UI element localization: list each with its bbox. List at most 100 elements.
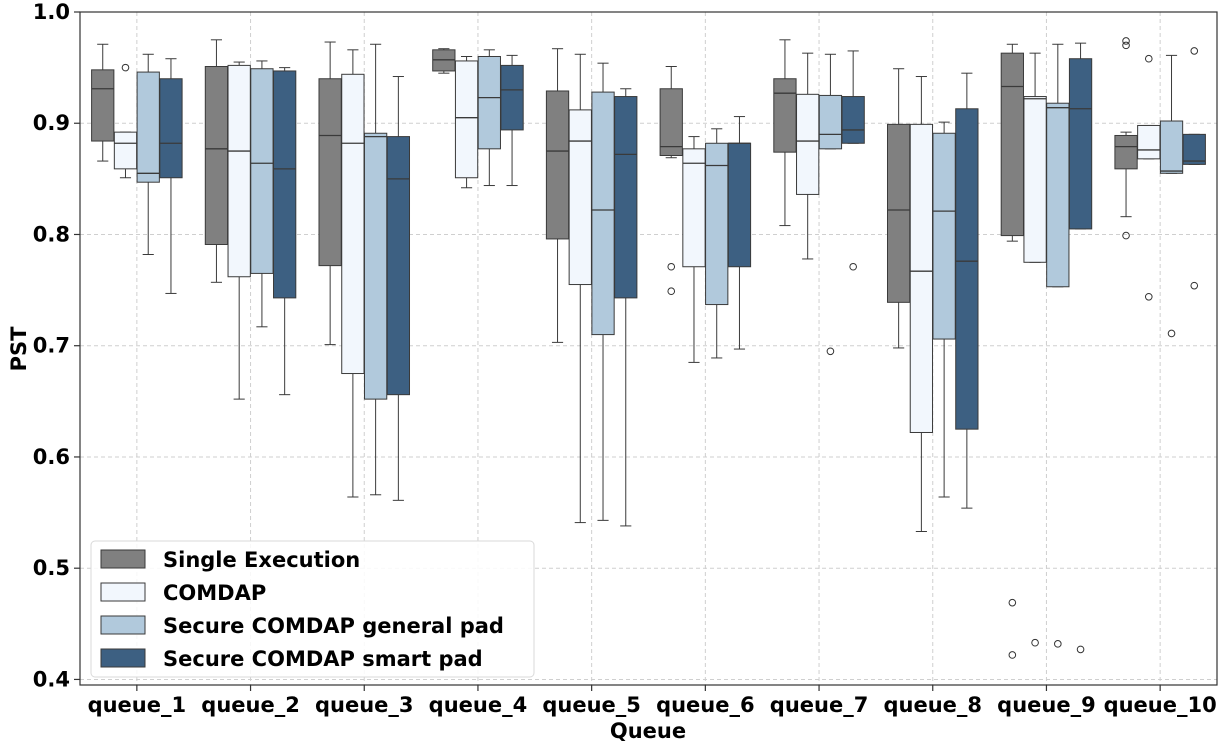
box-plot-item: [204, 39, 229, 283]
y-tick-label: 0.4: [33, 667, 70, 691]
plot-frame: [79, 11, 1218, 686]
outlier-point: [667, 287, 676, 296]
x-tick-label: queue_3: [315, 693, 414, 717]
box-plot-item: [477, 49, 501, 187]
box-plot-item: [614, 88, 638, 527]
iqr-box: [500, 64, 524, 131]
box-plot-item: [955, 72, 979, 509]
x-tick-label: queue_4: [429, 693, 528, 717]
iqr-box: [1182, 133, 1206, 165]
box-plot-item: [727, 116, 752, 350]
x-tick-label: queue_10: [1104, 693, 1217, 717]
iqr-box: [796, 93, 820, 195]
iqr-box: [454, 60, 479, 179]
y-tick-label: 0.9: [33, 111, 70, 135]
box-plot-item: [1068, 42, 1093, 654]
box-plot-item: [91, 43, 115, 162]
iqr-box: [1137, 124, 1161, 160]
legend-swatch: [100, 615, 146, 635]
iqr-box: [1046, 102, 1070, 288]
box-plot-item: [773, 39, 797, 227]
iqr-box: [909, 123, 934, 433]
iqr-box: [341, 73, 365, 375]
iqr-box: [136, 71, 160, 183]
x-tick-label: queue_7: [770, 693, 869, 717]
iqr-box: [1068, 58, 1093, 230]
iqr-box: [1000, 52, 1024, 237]
outlier-point: [1144, 54, 1153, 63]
box-plot-item: [500, 54, 524, 187]
iqr-box: [204, 66, 229, 245]
legend-label: COMDAP: [163, 581, 266, 605]
iqr-box: [659, 88, 683, 156]
box-plot-item: [568, 53, 592, 524]
legend: Single Execution COMDAP Secure COMDAP gene…: [90, 540, 535, 678]
box-plot-item: [1000, 43, 1024, 659]
box-plot-item: [909, 76, 934, 532]
box-plot-item: [454, 55, 479, 189]
box-plot-item: [796, 52, 820, 260]
box-plot-item: [591, 62, 615, 521]
legend-swatch: [100, 549, 146, 569]
y-axis-label: PST: [7, 326, 31, 372]
iqr-box: [1114, 134, 1138, 170]
outlier-point: [1167, 329, 1176, 338]
x-tick-label: queue_8: [883, 693, 982, 717]
iqr-box: [477, 55, 501, 150]
iqr-box: [91, 69, 115, 142]
iqr-box: [591, 91, 615, 336]
box-plot-item: [363, 43, 388, 496]
box-plot-item: [250, 60, 274, 328]
y-tick-label: 1.0: [33, 0, 70, 24]
box-plot-item: [1046, 43, 1070, 648]
x-axis: queue_1 queue_2 queue_3 queue_4 queue_5 queue…: [88, 685, 1217, 717]
iqr-box: [318, 78, 342, 267]
outlier-point: [826, 347, 835, 356]
box-plot-item: [273, 67, 297, 396]
box-plot-item: [386, 76, 411, 501]
box-series: [91, 37, 1206, 659]
outlier-point: [1190, 47, 1199, 55]
outlier-point: [1008, 598, 1017, 607]
legend-swatch: [100, 582, 146, 602]
iqr-box: [1159, 120, 1184, 174]
y-tick-label: 0.5: [33, 556, 70, 580]
box-plot-item: [159, 58, 183, 294]
outlier-point: [1122, 41, 1130, 50]
iqr-box: [886, 123, 911, 303]
y-tick-label: 0.8: [33, 222, 70, 246]
legend-swatch: [100, 648, 146, 668]
box-plot-item: [1159, 54, 1184, 338]
iqr-box: [818, 94, 843, 150]
outlier-point: [667, 262, 676, 271]
outlier-point: [1054, 640, 1062, 648]
legend-label: Secure COMDAP general pad: [163, 614, 504, 638]
x-tick-label: queue_2: [201, 693, 300, 717]
box-plot-item: [318, 41, 342, 346]
box-plot-item: [932, 121, 956, 498]
box-plot-item: [136, 53, 160, 256]
box-plot-item: [682, 136, 706, 363]
outlier-point: [1190, 281, 1199, 290]
x-tick-label: queue_6: [656, 693, 755, 717]
outlier-point: [1144, 292, 1153, 301]
box-plot-item: [1137, 54, 1161, 301]
iqr-box: [955, 108, 979, 430]
iqr-box: [614, 96, 638, 299]
iqr-box: [568, 109, 592, 286]
box-plot-item: [545, 48, 570, 343]
iqr-box: [841, 96, 865, 144]
iqr-box: [545, 90, 570, 240]
x-tick-label: queue_5: [542, 693, 641, 717]
box-plot-item: [818, 53, 843, 356]
iqr-box: [727, 142, 752, 268]
box-plot-item: [705, 128, 729, 359]
iqr-box: [363, 132, 388, 400]
outlier-point: [1008, 651, 1017, 659]
box-plot-item: [432, 48, 456, 74]
box-plot-item: [886, 68, 911, 349]
iqr-box: [386, 136, 411, 396]
outlier-point: [1122, 231, 1130, 240]
outlier-point: [121, 63, 130, 72]
